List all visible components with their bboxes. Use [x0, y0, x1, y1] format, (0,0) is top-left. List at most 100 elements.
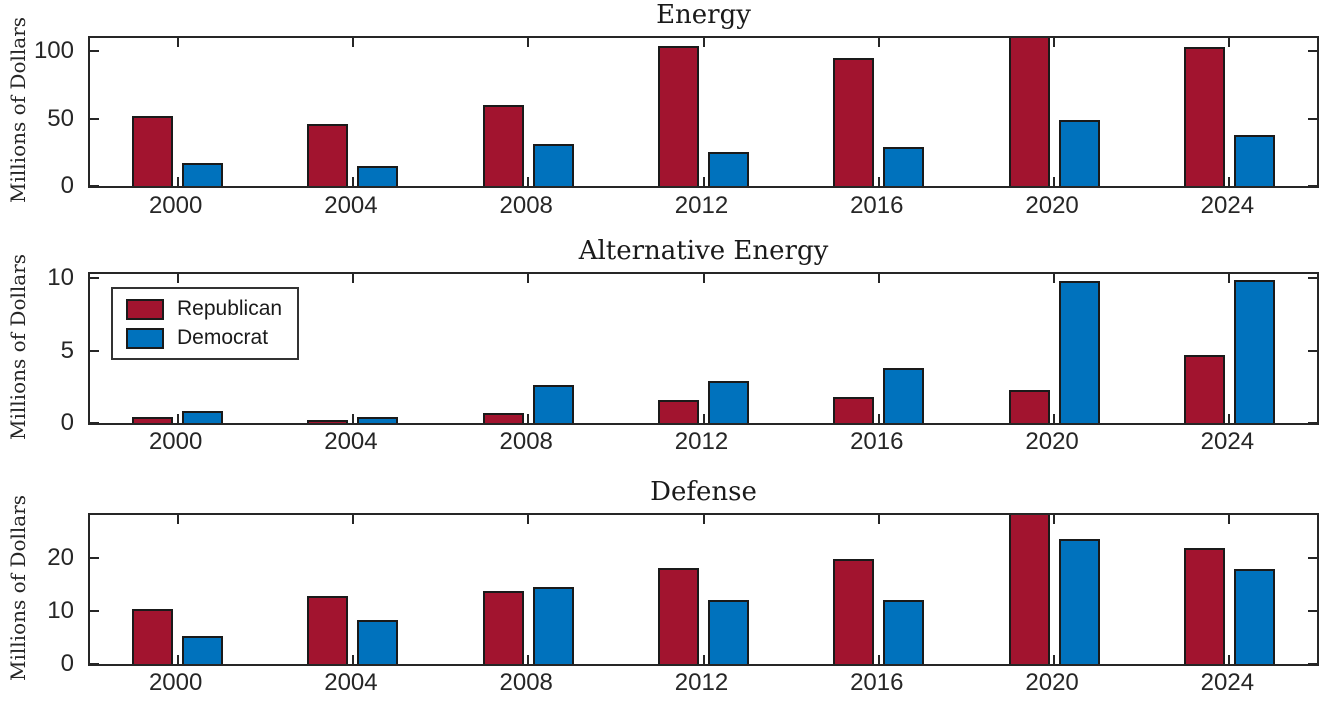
- y-tick-mark: [1308, 117, 1317, 120]
- x-tick-label: 2016: [850, 669, 904, 696]
- x-tick-mark: [877, 38, 880, 47]
- legend-label: Democrat: [177, 326, 269, 349]
- y-tick-mark: [90, 422, 99, 423]
- bar-republican-2004: [307, 124, 349, 186]
- x-tick-mark: [1053, 38, 1056, 47]
- bar-republican-2008: [482, 412, 524, 423]
- plot-area: [88, 36, 1319, 188]
- plot-area: [88, 513, 1319, 666]
- x-tick-mark: [176, 177, 179, 186]
- x-tick-mark: [527, 414, 530, 423]
- bar-democrat-2008: [532, 144, 574, 186]
- y-tick-mark: [1308, 663, 1317, 664]
- x-tick-mark: [1053, 515, 1056, 524]
- x-tick-mark: [1228, 274, 1231, 283]
- x-tick-mark: [1053, 414, 1056, 423]
- subplot-title: Alternative Energy: [578, 236, 829, 266]
- y-tick-label: 0: [60, 650, 74, 677]
- subplot-energy: Energy Millions of Dollars 0 50 100 2000 20…: [0, 0, 1329, 234]
- y-tick-mark: [90, 663, 99, 664]
- legend: Republican Democrat: [111, 287, 299, 360]
- bar-democrat-2008: [532, 385, 574, 423]
- y-tick-label: 50: [47, 104, 74, 132]
- bar-democrat-2016: [883, 600, 925, 664]
- y-tick-mark: [1308, 609, 1317, 612]
- x-tick-mark: [527, 177, 530, 186]
- y-tick-label: 100: [33, 37, 74, 65]
- bar-democrat-2024: [1233, 279, 1275, 423]
- bar-democrat-2004: [357, 417, 399, 423]
- x-tick-mark: [877, 655, 880, 664]
- y-tick-label: 20: [47, 543, 74, 571]
- bar-democrat-2000: [182, 163, 224, 186]
- x-tick-mark: [877, 414, 880, 423]
- y-tick-mark: [90, 117, 99, 120]
- bar-democrat-2000: [182, 635, 224, 664]
- bar-republican-2016: [833, 58, 875, 186]
- x-tick-mark: [702, 655, 705, 664]
- y-tick-mark: [90, 277, 99, 280]
- legend-label: Republican: [177, 297, 283, 320]
- x-tick-mark: [1228, 38, 1231, 47]
- bar-democrat-2004: [357, 619, 399, 664]
- bar-democrat-2024: [1233, 134, 1275, 186]
- bar-republican-2024: [1183, 355, 1225, 423]
- bar-democrat-2020: [1058, 281, 1100, 423]
- x-tick-label: 2000: [148, 669, 203, 696]
- x-tick-mark: [1228, 414, 1231, 423]
- x-tick-mark: [176, 414, 179, 423]
- bar-republican-2012: [658, 46, 699, 186]
- y-tick-labels: 0 5 10: [0, 236, 84, 474]
- bar-democrat-2024: [1233, 569, 1275, 664]
- legend-item-republican: Republican: [126, 298, 297, 320]
- x-tick-mark: [877, 177, 880, 186]
- x-tick-label: 2012: [674, 192, 729, 219]
- y-tick-mark: [1308, 185, 1317, 186]
- y-tick-mark: [90, 556, 99, 559]
- x-tick-label: 2004: [324, 669, 378, 696]
- x-tick-mark: [351, 515, 354, 524]
- bar-republican-2020: [1008, 38, 1050, 186]
- x-tick-label: 2008: [499, 669, 553, 696]
- legend-swatch-republican: [126, 298, 164, 320]
- x-tick-mark: [527, 38, 530, 47]
- x-tick-label: 2016: [850, 192, 904, 219]
- y-tick-labels: 0 10 20: [0, 477, 84, 703]
- x-tick-mark: [877, 515, 880, 524]
- x-tick-label: 2004: [324, 192, 378, 219]
- x-tick-mark: [877, 274, 880, 283]
- bar-democrat-2016: [883, 146, 925, 186]
- x-tick-label: 2020: [1025, 428, 1079, 455]
- legend-swatch-democrat: [126, 327, 164, 349]
- y-tick-label: 0: [60, 172, 74, 199]
- x-tick-mark: [1228, 177, 1231, 186]
- x-tick-label: 2008: [499, 192, 553, 219]
- y-tick-mark: [90, 609, 99, 612]
- subplot-alternative-energy: Alternative Energy Millions of Dollars 0…: [0, 236, 1329, 474]
- x-axis-labels: 2000 2004 2008 2012 2016 2020 2024: [88, 428, 1319, 460]
- bar-republican-2004: [307, 420, 349, 423]
- y-tick-label: 10: [47, 264, 74, 292]
- y-tick-mark: [1308, 277, 1317, 280]
- bar-democrat-2008: [532, 587, 574, 664]
- x-tick-mark: [702, 414, 705, 423]
- subplot-title: Defense: [650, 477, 757, 507]
- bar-republican-2016: [833, 558, 875, 664]
- x-tick-mark: [702, 515, 705, 524]
- x-tick-mark: [351, 655, 354, 664]
- x-tick-mark: [351, 274, 354, 283]
- y-tick-mark: [1308, 556, 1317, 559]
- bar-republican-2012: [658, 567, 699, 664]
- bar-republican-2020: [1008, 389, 1050, 423]
- bar-democrat-2012: [708, 381, 749, 423]
- x-tick-mark: [176, 38, 179, 47]
- bar-republican-2008: [482, 590, 524, 664]
- bar-republican-2000: [132, 116, 174, 186]
- x-tick-label: 2020: [1025, 192, 1079, 219]
- bar-democrat-2020: [1058, 120, 1100, 186]
- subplot-title: Energy: [656, 0, 751, 30]
- bar-democrat-2020: [1058, 538, 1100, 664]
- x-tick-mark: [1228, 655, 1231, 664]
- bar-democrat-2012: [708, 152, 749, 186]
